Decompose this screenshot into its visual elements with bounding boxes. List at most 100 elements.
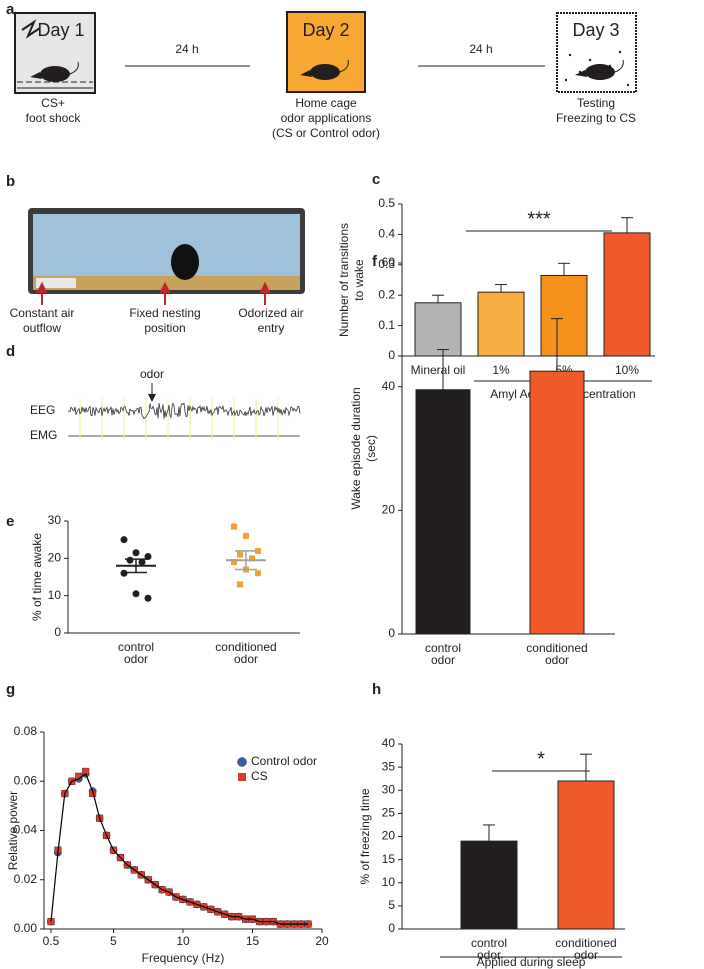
step-caption: odor applications	[281, 111, 372, 125]
y-tick-label: 40	[382, 379, 396, 393]
point	[231, 523, 237, 530]
arrow-label: outflow	[23, 321, 61, 335]
point	[231, 559, 237, 566]
legend-marker	[237, 757, 247, 767]
y-tick-label: 40	[382, 736, 396, 750]
panel-label: d	[6, 343, 15, 360]
panel-label: a	[6, 1, 15, 18]
group-label: Applied during sleep	[477, 955, 586, 969]
x-tick-label: odor	[545, 653, 569, 667]
step-caption: (CS or Control odor)	[272, 126, 380, 140]
arrow-label: position	[144, 321, 185, 335]
y-tick-label: 0	[54, 625, 61, 639]
interval-label: 24 h	[469, 42, 492, 56]
y-tick-label: 10	[48, 588, 62, 602]
panel-label: h	[372, 681, 381, 698]
x-tick-label: 1%	[492, 363, 510, 377]
y-tick-label: 0.00	[14, 921, 38, 935]
point	[237, 581, 243, 588]
legend-label: CS	[251, 769, 268, 783]
x-tick-label: control	[118, 640, 154, 654]
bar	[460, 840, 518, 930]
point	[120, 536, 128, 544]
interval-label: 24 h	[175, 42, 198, 56]
y-tick-label: 0.3	[378, 257, 395, 271]
panel-label: e	[6, 513, 14, 530]
mouse	[171, 244, 199, 280]
step-caption: Home cage	[295, 96, 357, 110]
panel-label: c	[372, 171, 380, 188]
x-tick-label: conditioned	[526, 641, 587, 655]
legend-marker	[238, 773, 246, 781]
y-tick-label: 60	[382, 255, 396, 269]
arrow-label: Odorized air	[238, 306, 303, 320]
panel-a-art	[14, 11, 637, 94]
x-tick-label: control	[425, 641, 461, 655]
y-tick-label: 30	[382, 782, 396, 796]
x-tick-label: odor	[124, 652, 148, 666]
significance: *	[537, 748, 545, 770]
step-caption: CS+	[41, 96, 65, 110]
point	[132, 590, 140, 598]
y-tick-label: 0.1	[378, 318, 395, 332]
bar	[414, 302, 462, 357]
point	[243, 532, 249, 539]
x-tick-label: odor	[431, 653, 455, 667]
step-caption: Freezing to CS	[556, 111, 636, 125]
x-tick-label: conditioned	[555, 936, 616, 950]
y-tick-label: 0.02	[14, 872, 38, 886]
y-tick-label: 0	[388, 626, 395, 640]
bar	[529, 370, 585, 635]
y-tick-label: 10	[382, 875, 396, 889]
significance: ***	[527, 208, 551, 230]
y-tick-label: 0.06	[14, 773, 38, 787]
outlet	[36, 278, 76, 288]
step-caption: Testing	[577, 96, 615, 110]
y-axis-label: Relative power	[6, 791, 20, 870]
arrow-label: entry	[258, 321, 285, 335]
bedding	[33, 276, 300, 290]
x-tick-label: 5	[110, 934, 117, 948]
y-axis-label: Wake episode duration	[349, 387, 363, 509]
day-title: Day 3	[572, 20, 619, 40]
bar	[540, 274, 588, 357]
channel-label: EEG	[30, 403, 55, 417]
fit-line	[50, 772, 309, 925]
x-tick-label: conditioned	[215, 640, 276, 654]
point	[138, 558, 146, 566]
step-caption: foot shock	[26, 111, 82, 125]
x-axis-label: Frequency (Hz)	[142, 951, 225, 965]
eeg-trace	[67, 402, 301, 420]
y-axis-label: Number of transitions	[337, 223, 351, 337]
y-tick-label: 0.2	[378, 287, 395, 301]
day-title: Day 2	[302, 20, 349, 40]
bar	[557, 780, 615, 930]
y-tick-label: 0.04	[14, 823, 38, 837]
arrow-label: Fixed nesting	[129, 306, 200, 320]
x-tick-label: 20	[315, 934, 329, 948]
y-axis-label: to wake	[352, 259, 366, 301]
point	[255, 547, 261, 554]
point	[144, 552, 152, 560]
panel-label: f	[372, 253, 378, 270]
point	[249, 555, 255, 562]
x-tick-label: 15	[246, 934, 260, 948]
channel-label: EMG	[30, 428, 57, 442]
y-tick-label: 20	[48, 551, 62, 565]
point	[237, 551, 243, 558]
photo	[28, 208, 305, 305]
arrow-label: Constant air	[10, 306, 75, 320]
y-tick-label: 20	[382, 503, 396, 517]
x-tick-label: 10%	[615, 363, 639, 377]
x-tick-label: odor	[234, 652, 258, 666]
point	[120, 569, 128, 577]
shock-icon	[21, 19, 41, 39]
point	[255, 570, 261, 577]
y-tick-label: 35	[382, 759, 396, 773]
y-tick-label: 5	[388, 898, 395, 912]
y-tick-label: 0.4	[378, 227, 395, 241]
x-tick-label: Mineral oil	[411, 363, 466, 377]
event-label: odor	[140, 367, 164, 381]
point	[144, 594, 152, 602]
